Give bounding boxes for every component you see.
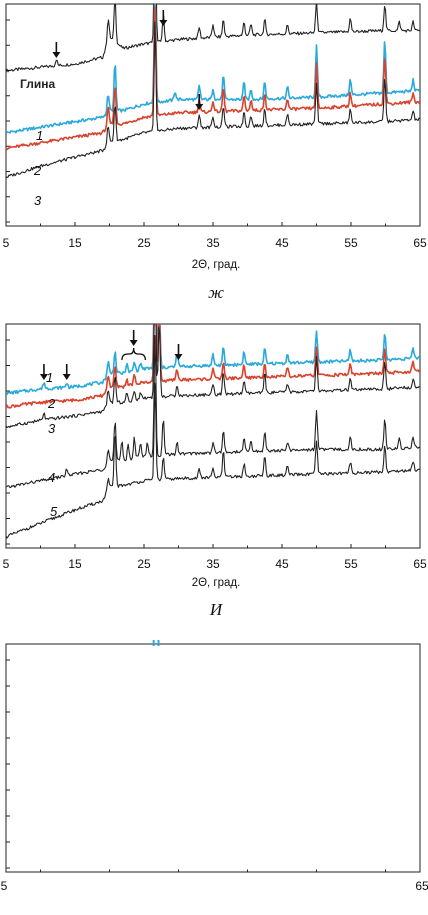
x-tick-label: 15 (68, 557, 82, 571)
plot-area (5, 323, 421, 549)
series-line-1 (6, 4, 420, 135)
x-tick-label: 35 (206, 236, 220, 250)
x-tick-label: 65 (415, 879, 428, 893)
clay-curve-label: Глина (20, 77, 55, 91)
series-line-3 (6, 21, 420, 179)
curve-label-3: 3 (34, 193, 42, 208)
curve-label-1: 1 (36, 128, 43, 143)
chart-third: 5 65 (1, 640, 428, 893)
series-line-4 (6, 335, 420, 489)
chart-zh: 5 15 25 35 45 55 65 2Θ, град. ж Глина 1 … (3, 3, 427, 302)
curve-label-4: 4 (48, 470, 55, 485)
curve-label-2: 2 (33, 163, 42, 178)
x-tick-label: 55 (344, 236, 358, 250)
x-tick-label: 45 (275, 557, 289, 571)
x-tick-label: 5 (3, 236, 10, 250)
x-tick-label: 5 (1, 879, 8, 893)
curve-label-2: 2 (47, 396, 56, 411)
x-tick-label: 15 (68, 236, 82, 250)
series-line-clay (6, 4, 420, 73)
peak-arrowhead (174, 354, 183, 360)
plot-frame (5, 3, 421, 227)
series-line-2 (6, 324, 420, 409)
series-line-5 (6, 382, 420, 539)
x-tick-label: 25 (137, 557, 151, 571)
peak-arrowhead (159, 20, 168, 26)
x-tick-label: 65 (413, 557, 427, 571)
plot-frame (5, 643, 421, 873)
peak-arrowhead (129, 340, 138, 346)
plot-area (5, 3, 421, 227)
series-line-2 (6, 6, 420, 151)
peak-arrowhead (62, 374, 71, 380)
range-brace (121, 347, 147, 361)
x-tick-label: 5 (3, 557, 10, 571)
curve-label-1: 1 (46, 370, 53, 385)
x-tick-label: 35 (206, 557, 220, 571)
plot-area (5, 640, 421, 873)
panel-caption: ж (208, 283, 224, 302)
panel-caption: И (209, 600, 224, 619)
x-tick-label: 65 (413, 236, 427, 250)
series-line-3 (6, 324, 420, 429)
series-line-1 (6, 324, 420, 396)
chart-i: 5 15 25 35 45 55 65 2Θ, град. И 1 2 3 4 … (3, 323, 427, 619)
x-axis-title: 2Θ, град. (192, 577, 241, 589)
x-tick-label: 55 (344, 557, 358, 571)
x-tick-label: 45 (275, 236, 289, 250)
x-axis-title: 2Θ, град. (192, 259, 241, 271)
peak-arrowhead (52, 52, 61, 58)
curve-label-3: 3 (48, 421, 56, 436)
peak-arrowhead (39, 374, 48, 380)
x-tick-label: 25 (137, 236, 151, 250)
peak-arrowhead (195, 104, 204, 110)
curve-label-5: 5 (50, 504, 58, 519)
